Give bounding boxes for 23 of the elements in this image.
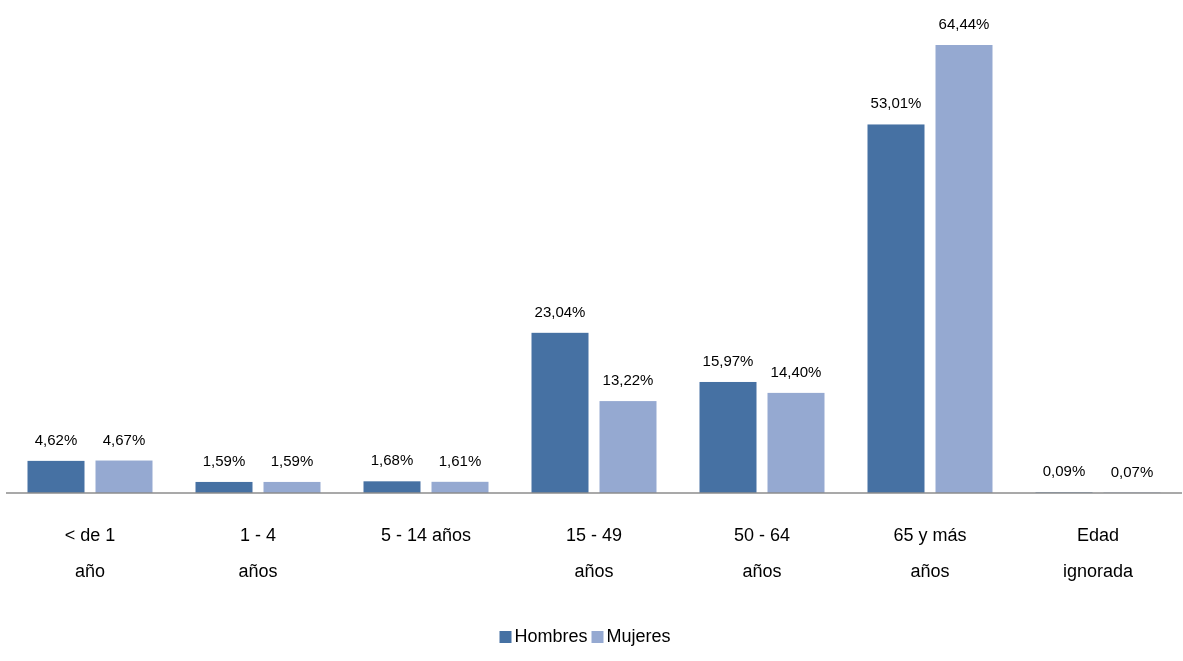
- x-tick-label: 15 - 49 años: [565, 525, 623, 581]
- data-label: 14,40%: [770, 362, 822, 380]
- data-label: 4,67%: [102, 430, 146, 448]
- legend-label: Mujeres: [606, 626, 671, 646]
- data-label: 1,59%: [270, 451, 314, 469]
- x-tick-label: 65 y más años: [893, 525, 967, 581]
- x-tick-label: Edad ignorada: [1062, 525, 1135, 581]
- data-label: 4,62%: [34, 430, 78, 448]
- x-tick-label: 50 - 64 años: [733, 525, 791, 581]
- x-tick-label: < de 1 año: [64, 525, 116, 581]
- data-label: 23,04%: [534, 302, 586, 320]
- legend-label: Hombres: [514, 626, 588, 646]
- data-label: 0,09%: [1042, 462, 1086, 480]
- data-label: 1,61%: [438, 451, 482, 469]
- data-label: 64,44%: [938, 15, 990, 32]
- data-label: 13,22%: [602, 371, 654, 389]
- data-label: 53,01%: [870, 94, 922, 112]
- data-label: 1,68%: [370, 451, 414, 469]
- data-label: 1,59%: [202, 451, 246, 469]
- x-tick-label: 5 - 14 años: [380, 525, 472, 545]
- data-label: 0,07%: [1110, 462, 1154, 480]
- data-label: 15,97%: [702, 351, 754, 369]
- x-tick-label: 1 - 4 años: [238, 525, 278, 581]
